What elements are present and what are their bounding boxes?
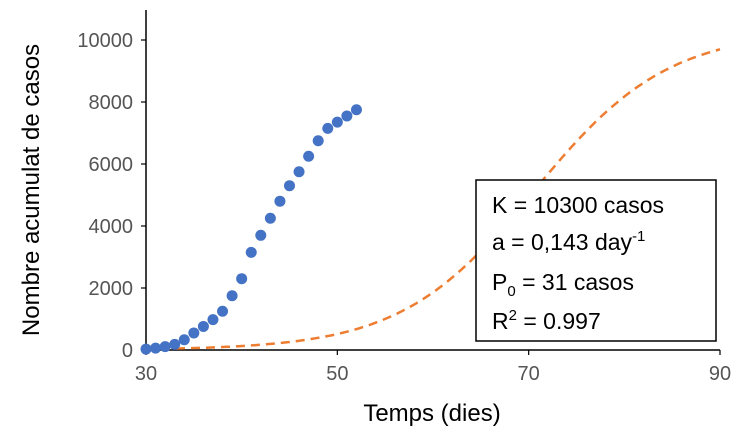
- data-point: [169, 338, 181, 350]
- data-point: [293, 166, 305, 178]
- data-points-layer: [140, 104, 362, 355]
- y-tick-label: 8000: [89, 92, 134, 114]
- data-point: [159, 341, 171, 353]
- x-tick-label: 70: [518, 363, 540, 385]
- data-point: [322, 122, 334, 134]
- data-point: [341, 110, 353, 122]
- data-point: [274, 195, 286, 207]
- tick-labels-layer: 0 2000 4000 6000 8000 10000 30 50 70 90: [77, 30, 731, 385]
- data-point: [226, 290, 238, 302]
- fit-curve: [146, 48, 721, 351]
- y-tick-label: 2000: [89, 278, 134, 300]
- data-point: [236, 273, 248, 285]
- annotation-k: K = 10300 casos: [492, 192, 664, 218]
- annotation-frame: [475, 179, 717, 342]
- annotation-r2: R2 = 0.997: [492, 307, 601, 334]
- x-tick-label: 90: [709, 363, 731, 385]
- fit-curve-layer: [146, 48, 721, 351]
- y-tick-label: 0: [122, 340, 133, 362]
- axes: [141, 10, 721, 355]
- data-point: [217, 305, 229, 317]
- x-tick-label: 30: [135, 363, 157, 385]
- annotation-p0: P0 = 31 casos: [492, 269, 634, 300]
- data-point: [197, 320, 209, 332]
- data-point: [255, 229, 267, 241]
- data-point: [264, 212, 276, 224]
- data-point: [331, 116, 343, 128]
- data-point: [150, 342, 162, 354]
- data-point: [188, 327, 200, 339]
- data-point: [245, 246, 257, 258]
- data-point: [140, 343, 152, 355]
- y-tick-label: 6000: [89, 154, 134, 176]
- x-axis-title: Temps (dies): [363, 400, 500, 427]
- y-tick-label: 10000: [77, 30, 133, 52]
- data-point: [284, 180, 295, 192]
- annotation-a: a = 0,143 day-1: [492, 228, 645, 255]
- y-tick-label: 4000: [89, 216, 134, 238]
- x-tick-label: 50: [326, 363, 348, 385]
- annotation-box: K = 10300 casos a = 0,143 day-1 P0 = 31 …: [475, 179, 717, 342]
- data-point: [312, 135, 324, 147]
- data-point: [178, 334, 190, 346]
- data-point: [207, 314, 219, 326]
- data-point: [303, 150, 315, 162]
- y-axis-title: Nombre acumulat de casos: [18, 44, 45, 336]
- data-point: [350, 104, 362, 116]
